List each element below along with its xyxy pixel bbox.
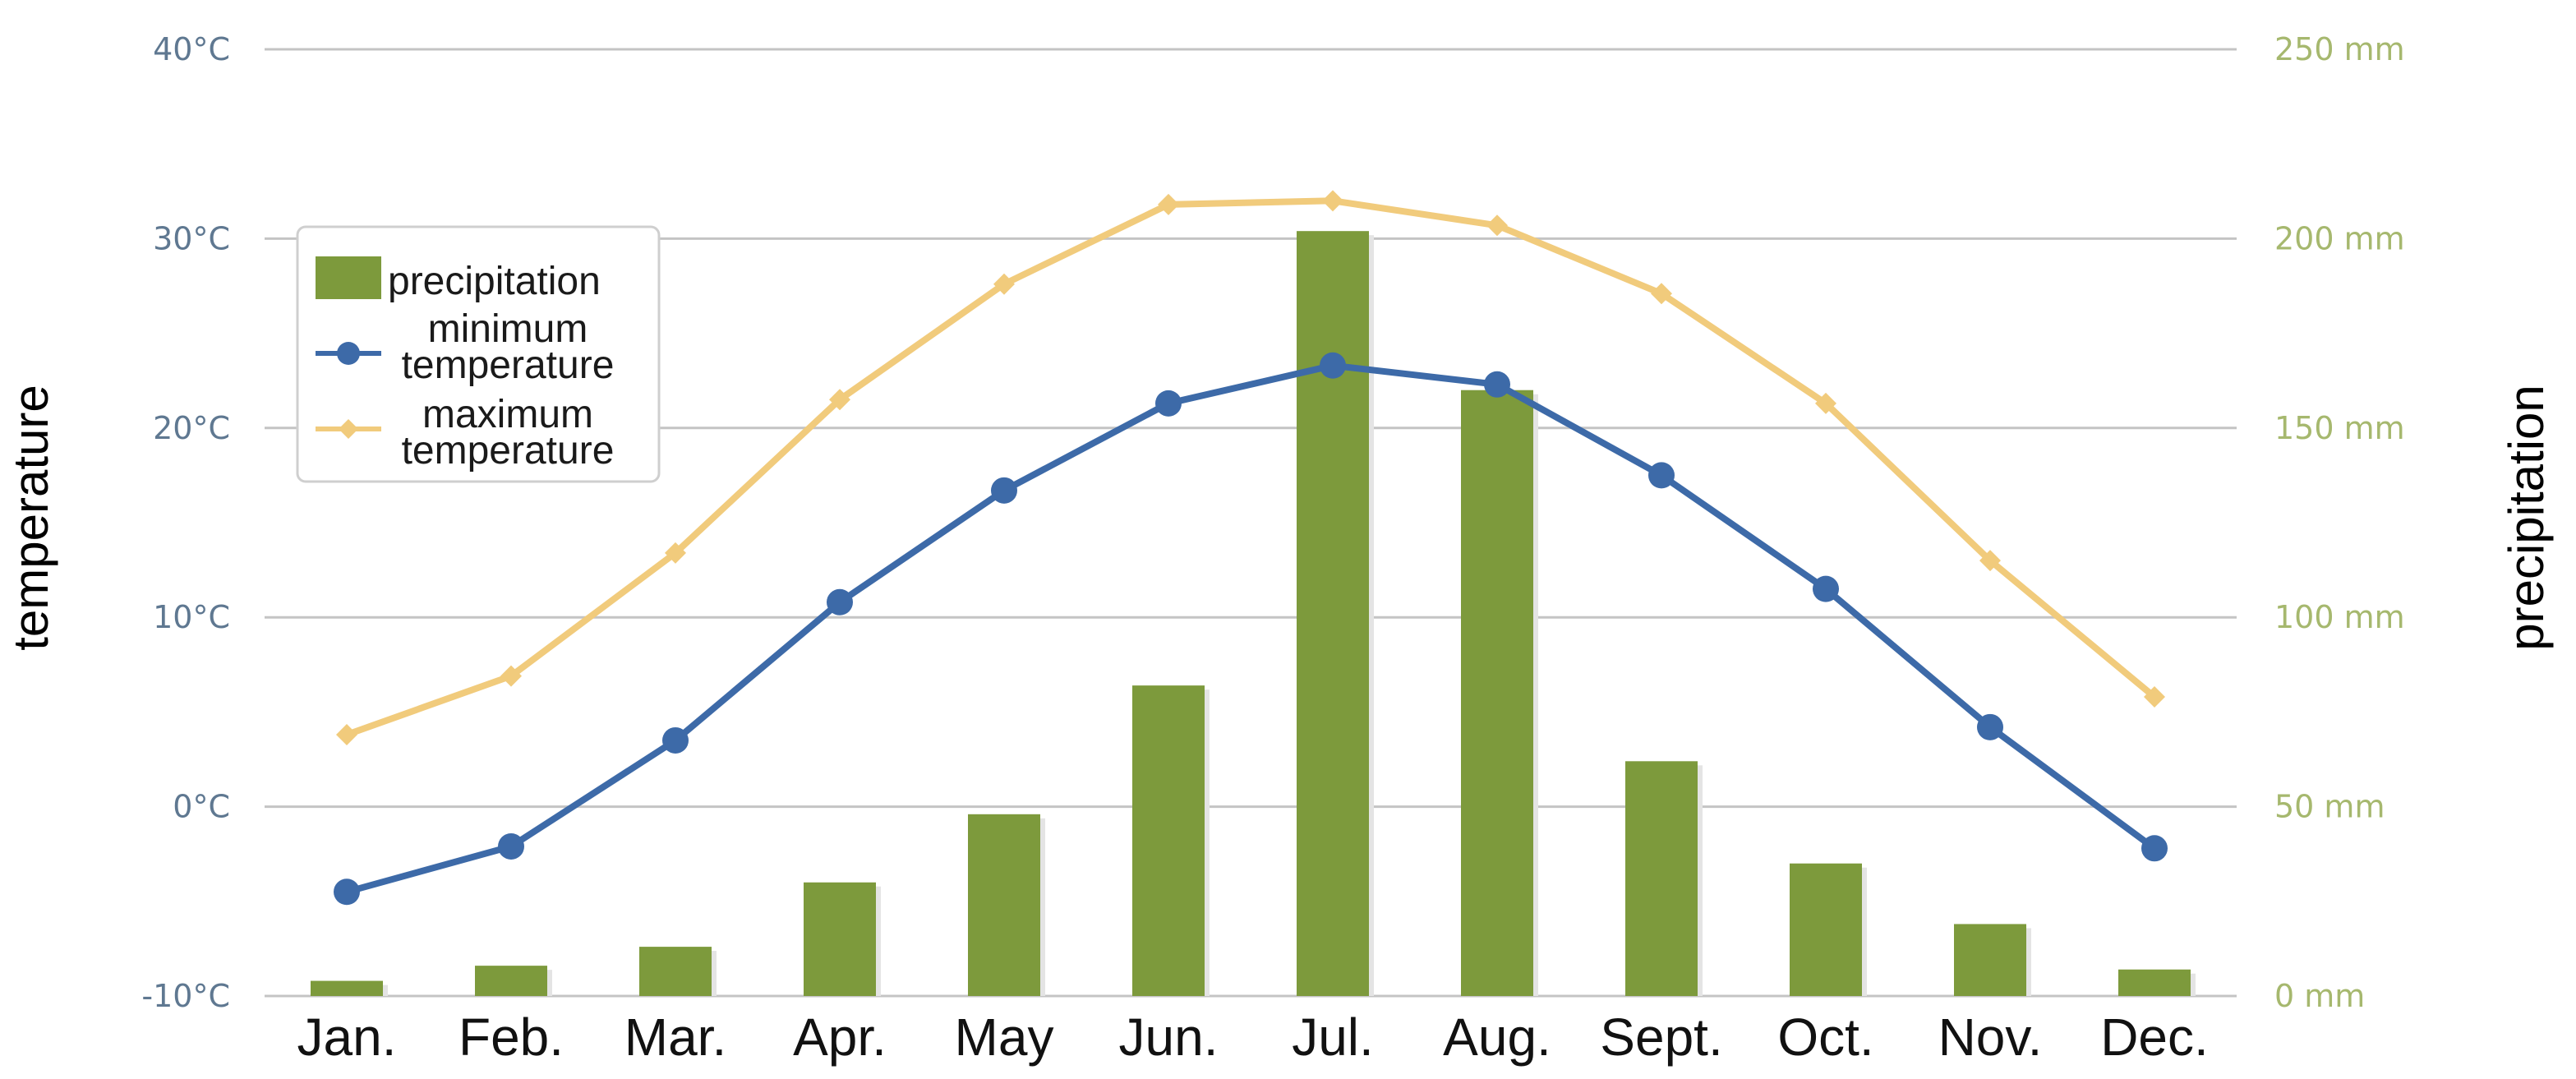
max-temperature-point [1486,214,1508,237]
right-tick-label: 0 mm [2274,978,2365,1014]
category-label: Apr. [793,1008,887,1067]
category-label: Jun. [1119,1008,1219,1067]
precipitation-bar [639,947,712,996]
legend-precipitation-label: precipitation [388,260,601,303]
max-temperature-point [1815,392,1836,414]
category-label: Mar. [624,1008,726,1067]
category-label: Sept. [1600,1008,1722,1067]
right-tick-label: 50 mm [2274,789,2385,825]
max-temperature-point [1158,193,1179,215]
precipitation-bar [804,882,876,996]
gridlines [265,48,2237,998]
max-temperature-point [993,273,1015,295]
min-temperature-point [991,477,1017,504]
category-label: Jan. [297,1008,397,1067]
category-label: Jul. [1292,1008,1374,1067]
left-tick-label: 20°C [153,410,230,446]
precipitation-bar [968,814,1040,996]
left-tick-label: 0°C [173,789,230,825]
max-temperature-point [1979,550,2001,572]
right-axis-title: precipitation [2499,385,2554,651]
min-temperature-point [1320,352,1346,379]
right-tick-label: 100 mm [2274,599,2405,635]
legend-max-temp-marker [339,419,358,439]
min-temperature-point [662,726,689,754]
max-temperature-point [336,724,357,746]
left-axis-title: temperature [3,385,58,651]
left-tick-label: -10°C [141,978,230,1014]
legend-box [296,225,661,483]
precipitation-bar [1625,761,1698,996]
min-temperature-point [2141,835,2168,862]
category-labels: Jan. Feb. Mar. Apr. May Jun. Jul. Aug. Sept. Oct.… [297,1008,2209,1067]
category-label: Aug. [1443,1008,1551,1067]
left-tick-label: 10°C [153,599,230,635]
temperature-lines [334,190,2168,906]
max-temperature-point [829,389,850,411]
right-tick-label: 150 mm [2274,410,2405,446]
left-axis-ticks: -10°C 0°C 10°C 20°C 30°C 40°C [141,31,230,1014]
category-label: May [955,1008,1054,1067]
precipitation-bar [311,980,383,996]
precipitation-bars [311,231,2196,997]
category-label: Oct. [1777,1008,1873,1067]
min-temperature-line [343,362,2158,896]
legend-precipitation-swatch [316,256,381,299]
precipitation-bar [1461,390,1533,997]
precipitation-bar [1790,863,1862,996]
max-temperature-line [343,197,2158,738]
legend-max-temp-label-line1: maximum [422,393,593,436]
right-axis-ticks: 0 mm 50 mm 100 mm 150 mm 200 mm 250 mm [2274,31,2405,1014]
precipitation-bar [1954,924,2026,996]
left-tick-label: 30°C [153,220,230,256]
min-temperature-point [1484,371,1510,398]
precipitation-bar [475,966,547,996]
min-temperature-point [334,878,360,906]
category-label: Dec. [2100,1008,2209,1067]
left-tick-label: 40°C [153,31,230,67]
category-label: Nov. [1938,1008,2043,1067]
legend-min-temp-label-line1: minimum [428,307,588,351]
min-temperature-point [1648,462,1675,489]
max-temperature-point [1651,283,1672,305]
max-temperature-point [1322,190,1343,212]
right-tick-label: 200 mm [2274,220,2405,256]
min-temperature-point [1977,713,2003,740]
legend: precipitation minimum temperature maximu… [296,225,661,483]
precipitation-bar [2118,969,2191,996]
right-tick-label: 250 mm [2274,31,2405,67]
min-temperature-point [827,588,853,616]
legend-min-temp-marker [337,342,360,365]
max-temperature-point [2144,685,2165,708]
precipitation-bar [1297,231,1369,997]
min-temperature-point [1155,390,1182,417]
category-label: Feb. [459,1008,564,1067]
legend-min-temp-label-line2: temperature [402,344,615,387]
min-temperature-point [1813,575,1839,602]
max-temperature-point [500,665,522,687]
min-temperature-point [498,832,524,860]
legend-max-temp-label-line2: temperature [402,429,615,473]
max-temperature-point [665,542,686,564]
precipitation-bar [1132,685,1205,996]
